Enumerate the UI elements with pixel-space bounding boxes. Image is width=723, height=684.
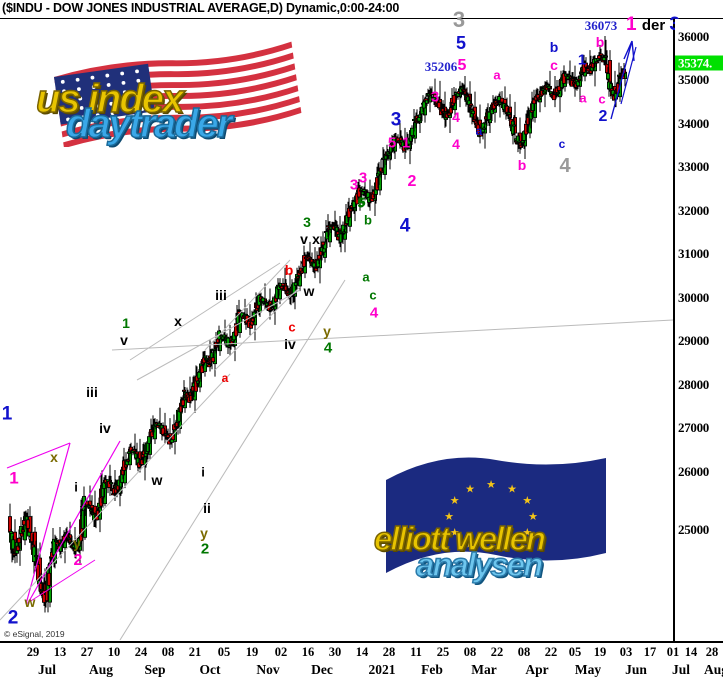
date-month-label: May [574,662,602,677]
price-tick-label: 28000 [678,377,710,392]
date-day-label: 24 [134,645,148,659]
date-day-label: 08 [517,645,531,659]
date-day-label: 05 [217,645,231,659]
date-day-label: 22 [490,645,504,659]
svg-text:★: ★ [450,495,460,507]
svg-text:★: ★ [522,527,532,539]
plot-bottom-border [0,641,723,643]
svg-text:★: ★ [465,483,475,495]
date-day-label: 01 [666,645,680,659]
svg-text:★: ★ [507,483,517,495]
date-month-label: Aug [703,662,723,677]
price-tick-label: 29000 [678,333,710,348]
copyright-text: © eSignal, 2019 [4,629,65,639]
date-month-label: Apr [525,662,549,677]
price-tick-label: 34000 [678,116,710,131]
date-month-label: Jun [625,662,647,677]
plot-right-border [673,19,675,641]
date-day-label: 08 [161,645,175,659]
date-month-label: Dec [311,662,333,677]
date-month-label: Nov [256,662,280,677]
svg-text:★: ★ [528,511,538,523]
date-day-label: 25 [436,645,450,659]
date-day-label: 27 [80,645,94,659]
date-day-label: 29 [26,645,40,659]
us-index-daytrader-logo: us index daytrader [14,22,304,147]
date-day-label: 10 [107,645,121,659]
logo-line-1: us index [35,76,185,122]
price-tick-label: 32000 [678,203,710,218]
date-day-label: 21 [188,645,202,659]
date-month-label: Feb [421,662,443,677]
svg-text:★: ★ [465,539,475,551]
logo-line-2: analysen [415,545,544,584]
title-divider [0,18,723,19]
date-day-label: 28 [382,645,396,659]
date-day-label: 14 [684,645,698,659]
svg-text:★: ★ [522,495,532,507]
date-month-label: Jul [671,662,691,677]
price-tick-label: 33000 [678,159,710,174]
date-month-label: Sep [144,662,166,677]
price-axis[interactable]: 36000 35000 34000 33000 32000 31000 30000 29000… [675,19,723,641]
logo-line-1: elliott wellen [373,519,547,558]
date-month-label: Aug [88,662,114,677]
candlestick-svg [0,35,673,641]
svg-text:★: ★ [444,511,454,523]
date-month-label: Oct [199,662,221,677]
price-tick-label: 26000 [678,464,710,479]
us-flag-icon [53,41,302,147]
elliott-wellen-analysen-logo: ★ ★ ★ ★ ★ ★ ★ ★ ★ ★ ★ ★ elliott wellen analysen [366,408,646,588]
date-month-label: 2021 [368,662,396,677]
date-day-label: 03 [619,645,633,659]
date-day-label: 17 [643,645,657,659]
date-month-label: Jul [37,662,57,677]
chart-title: ($INDU - DOW JONES INDUSTRIAL AVERAGE,D)… [2,1,400,15]
price-tick-label: 30000 [678,290,710,305]
svg-text:★: ★ [486,479,496,491]
date-month-label: Mar [471,662,497,677]
date-day-label: 19 [593,645,607,659]
date-day-label: 16 [301,645,315,659]
date-day-label: 13 [53,645,67,659]
price-tick-label: 27000 [678,420,710,435]
current-price-tag: 35374. [675,55,723,71]
date-day-label: 19 [245,645,259,659]
price-plot-area[interactable] [0,19,673,641]
svg-text:★: ★ [486,543,496,555]
date-axis[interactable]: 29 13 27 10 24 08 21 05 19 02 16 30 14 28 11 25 08 22 08 22… [0,645,723,684]
date-day-label: 30 [328,645,342,659]
logo-line-2: daytrader [65,101,233,147]
eu-flag-icon: ★ ★ ★ ★ ★ ★ ★ ★ ★ ★ ★ ★ [386,457,606,573]
svg-text:★: ★ [507,539,517,551]
price-tick-label: 25000 [678,522,710,537]
date-day-label: 05 [568,645,582,659]
date-day-label: 08 [463,645,477,659]
price-tick-label: 35000 [678,72,710,87]
price-tick-label: 31000 [678,246,710,261]
price-tick-label: 36000 [678,29,710,44]
date-day-label: 11 [410,645,422,659]
date-day-label: 14 [355,645,369,659]
date-day-label: 28 [705,645,719,659]
svg-text:★: ★ [450,527,460,539]
date-day-label: 22 [544,645,558,659]
date-day-label: 02 [274,645,288,659]
